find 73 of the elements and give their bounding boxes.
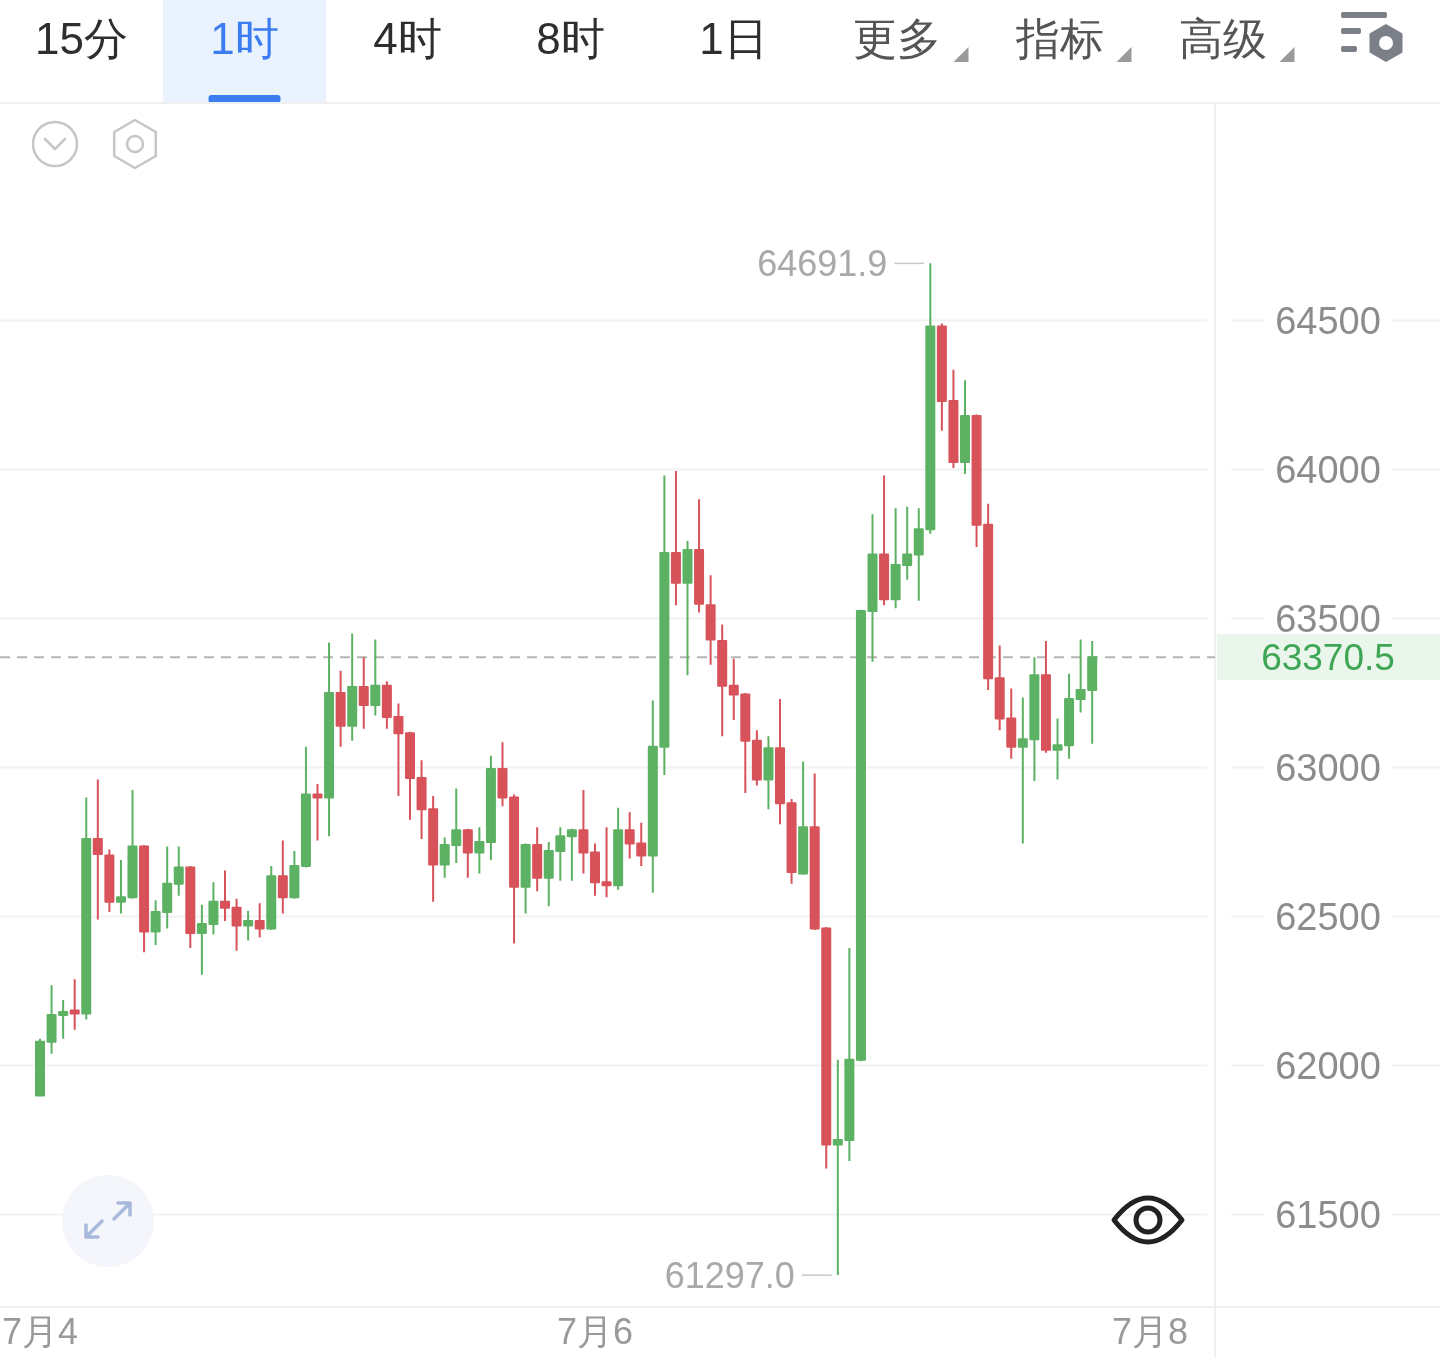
candlestick bbox=[1040, 639, 1051, 754]
candlestick bbox=[590, 842, 600, 897]
candlestick bbox=[763, 735, 774, 811]
annotation: 64691.9 bbox=[757, 242, 888, 284]
candlestick bbox=[509, 793, 520, 945]
candlestick bbox=[370, 638, 381, 717]
candlestick bbox=[231, 897, 242, 952]
candlestick bbox=[601, 826, 612, 899]
candlestick bbox=[694, 498, 705, 614]
y-tick-label: 64000 bbox=[1275, 448, 1381, 491]
text: 4时 bbox=[373, 14, 442, 63]
candlestick bbox=[751, 729, 762, 787]
candlestick bbox=[879, 474, 890, 607]
candlestick bbox=[786, 797, 797, 885]
x-tick-label: 7月6 bbox=[556, 1310, 634, 1352]
candlestick bbox=[69, 978, 80, 1031]
y-tick-label: 64500 bbox=[1275, 299, 1381, 342]
candlestick bbox=[127, 788, 138, 900]
text: 1时 bbox=[210, 14, 279, 63]
candlestick bbox=[497, 741, 508, 808]
candlestick bbox=[566, 827, 577, 882]
candlestick bbox=[485, 754, 496, 861]
candlestick bbox=[705, 574, 716, 666]
candlestick bbox=[405, 730, 415, 821]
candlestick bbox=[92, 778, 103, 921]
candlestick bbox=[312, 782, 323, 842]
text: 1日 bbox=[699, 14, 768, 63]
candlestick bbox=[613, 806, 624, 891]
candlestick bbox=[300, 745, 311, 869]
candlestick bbox=[254, 902, 265, 939]
candlestick bbox=[462, 827, 473, 879]
candlestick bbox=[81, 796, 92, 1021]
y-tick-label: 61500 bbox=[1275, 1193, 1381, 1236]
candlestick bbox=[474, 826, 485, 875]
candlestick bbox=[324, 641, 335, 838]
candlestick bbox=[798, 760, 809, 876]
annotation: 61297.0 bbox=[664, 1254, 795, 1296]
candlestick bbox=[775, 698, 785, 826]
candlestick bbox=[266, 864, 277, 931]
candlestick bbox=[670, 470, 681, 607]
x-tick-label: 7月4 bbox=[1, 1310, 79, 1352]
candlestick bbox=[428, 794, 439, 903]
candlestick bbox=[347, 632, 358, 742]
y-tick-label: 62500 bbox=[1275, 895, 1381, 938]
candlestick bbox=[35, 1037, 45, 1097]
text: 指标 bbox=[1014, 14, 1104, 63]
candlestick bbox=[335, 669, 346, 748]
y-tick-label: 63000 bbox=[1275, 746, 1381, 789]
candlestick bbox=[139, 844, 150, 954]
text: 更多 bbox=[852, 14, 941, 63]
candlestick bbox=[277, 839, 288, 915]
candlestick bbox=[960, 379, 970, 476]
candlestick bbox=[855, 608, 866, 1063]
candlestick bbox=[867, 513, 878, 663]
candlestick bbox=[115, 858, 126, 915]
text: 15分 bbox=[35, 14, 128, 63]
candlestick bbox=[416, 759, 427, 841]
candlestick bbox=[532, 826, 543, 893]
candlestick bbox=[358, 656, 369, 730]
candlestick bbox=[243, 909, 254, 942]
x-tick-label: 7月8 bbox=[1111, 1310, 1189, 1352]
candlestick bbox=[520, 842, 531, 915]
candlestick bbox=[104, 848, 115, 914]
candlestick bbox=[220, 869, 230, 923]
text: 高级 bbox=[1178, 14, 1267, 63]
candlestick bbox=[682, 540, 693, 677]
y-tick-label: 62000 bbox=[1275, 1044, 1381, 1087]
candlestick bbox=[289, 850, 300, 900]
text: 8时 bbox=[536, 14, 605, 63]
candlestick bbox=[578, 788, 589, 875]
candlestick bbox=[717, 623, 728, 738]
candlestick bbox=[185, 864, 196, 949]
candlestick bbox=[173, 845, 184, 897]
